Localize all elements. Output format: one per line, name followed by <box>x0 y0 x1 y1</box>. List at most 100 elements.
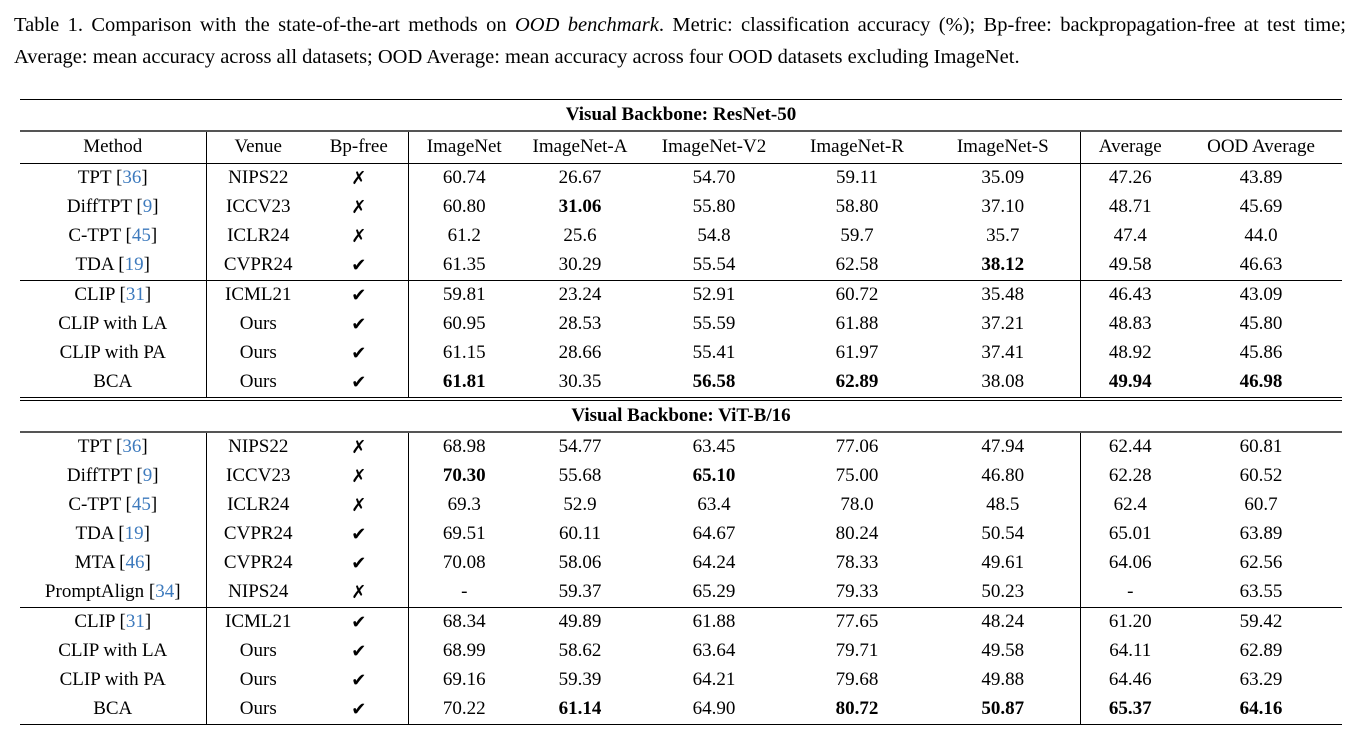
table-row: CLIP with LA Ours ✔ 60.95 28.53 55.59 61.88 37.… <box>20 309 1342 339</box>
check-icon: ✔ <box>310 279 409 310</box>
table-caption: Table 1. Comparison with the state-of-th… <box>14 10 1346 74</box>
cite-link[interactable]: 36 <box>122 167 142 189</box>
method-cell: MTA [46] <box>20 548 207 578</box>
value-cell: 55.41 <box>692 342 736 364</box>
value-cell: 79.71 <box>835 640 879 662</box>
cite-link[interactable]: 34 <box>155 581 175 603</box>
check-icon: ✔ <box>310 250 409 281</box>
column-header: OOD Average <box>1180 130 1342 164</box>
value-cell: 35.48 <box>926 279 1081 310</box>
table-row: BCA Ours ✔ 70.22 61.14 64.90 80.72 50.87 65.37 64… <box>20 694 1342 725</box>
value-cell: 61.2 <box>447 225 481 247</box>
value-cell: 63.64 <box>692 640 736 662</box>
method-cell: CLIP [31] <box>20 606 207 637</box>
venue-cell: ICLR24 <box>227 225 290 247</box>
venue-cell: Ours <box>239 640 277 662</box>
value-cell: 65.10 <box>692 465 736 487</box>
cite-link[interactable]: 36 <box>122 436 142 458</box>
cite-link[interactable]: 9 <box>142 196 153 218</box>
value-cell: 58.62 <box>558 640 602 662</box>
value-cell: 47.26 <box>1108 167 1152 189</box>
value-cell: 64.46 <box>1108 669 1152 691</box>
venue-cell: ICML21 <box>206 606 310 637</box>
value-cell: 63.29 <box>1239 669 1283 691</box>
value-cell: 46.43 <box>1080 279 1180 310</box>
value-cell: 52.91 <box>640 279 788 310</box>
table-row: TPT [36] NIPS22 ✗ 68.98 54.77 63.45 77.06 47.94… <box>20 431 1342 462</box>
value-cell: 78.0 <box>840 494 874 516</box>
method-name: C-TPT <box>68 225 121 247</box>
value-cell: 65.01 <box>1108 523 1152 545</box>
cross-icon: ✗ <box>310 163 409 193</box>
value-cell: 47.94 <box>926 431 1081 462</box>
method-name: CLIP with LA <box>58 313 168 335</box>
method-name: MTA <box>74 552 115 574</box>
table-row: C-TPT [45] ICLR24 ✗ 69.3 52.9 63.4 78.0 48.5 62.… <box>20 490 1342 520</box>
cite-link[interactable]: 45 <box>131 225 151 247</box>
value-cell: 35.09 <box>926 163 1081 193</box>
value-cell: 60.72 <box>788 279 926 310</box>
value-cell: 62.89 <box>1239 640 1283 662</box>
value-cell: 65.37 <box>1108 698 1152 720</box>
cite-link[interactable]: 31 <box>125 284 145 306</box>
cite-link[interactable]: 19 <box>124 254 144 276</box>
value-cell: 56.58 <box>692 371 736 393</box>
cite-link[interactable]: 45 <box>131 494 151 516</box>
column-header: ImageNet <box>408 130 520 164</box>
method-name: TDA <box>75 254 114 276</box>
value-cell: 65.29 <box>692 581 736 603</box>
value-cell: 80.24 <box>835 523 879 545</box>
value-cell: 62.28 <box>1108 465 1152 487</box>
value-cell: 61.14 <box>558 698 602 720</box>
value-cell: 50.87 <box>926 694 1081 725</box>
method-cell: CLIP with LA <box>20 636 207 666</box>
cross-icon: ✗ <box>310 221 409 251</box>
method-cell: CLIP with LA <box>20 309 207 339</box>
cite-link[interactable]: 46 <box>125 552 145 574</box>
check-icon: ✔ <box>310 309 409 339</box>
column-header: Method <box>20 130 207 164</box>
value-cell: 30.35 <box>558 371 602 393</box>
table-row: TDA [19] CVPR24 ✔ 69.51 60.11 64.67 80.24 50.54… <box>20 519 1342 549</box>
value-cell: 77.65 <box>788 606 926 637</box>
value-cell: 63.89 <box>1239 523 1283 545</box>
value-cell: 62.58 <box>835 254 879 276</box>
value-cell: 61.20 <box>1080 606 1180 637</box>
table-row: MTA [46] CVPR24 ✔ 70.08 58.06 64.24 78.33 49.61… <box>20 548 1342 578</box>
check-icon: ✔ <box>310 606 409 637</box>
value-cell: 55.59 <box>692 313 736 335</box>
value-cell: 48.5 <box>926 490 1081 520</box>
value-cell: 46.80 <box>926 461 1081 491</box>
value-cell: 60.74 <box>442 167 486 189</box>
value-cell: 30.29 <box>558 254 602 276</box>
section-title: Visual Backbone: ViT-B/16 <box>20 396 1342 433</box>
cite-link[interactable]: 9 <box>142 465 153 487</box>
value-cell: 64.21 <box>692 669 736 691</box>
method-cell: PromptAlign [34] <box>20 577 207 608</box>
method-cell: CLIP with PA <box>20 338 207 368</box>
value-cell: 50.23 <box>926 577 1081 608</box>
value-cell: 45.86 <box>1239 342 1283 364</box>
value-cell: 77.06 <box>835 436 879 458</box>
method-name: BCA <box>93 698 133 720</box>
cite-link[interactable]: 31 <box>125 611 145 633</box>
value-cell: 25.6 <box>563 225 597 247</box>
table-row: DiffTPT [9] ICCV23 ✗ 60.80 31.06 55.80 58.80 37… <box>20 192 1342 222</box>
method-name: CLIP <box>74 611 115 633</box>
method-cell: DiffTPT [9] <box>20 461 207 491</box>
value-cell: 37.10 <box>926 192 1081 222</box>
value-cell: 60.81 <box>1239 436 1283 458</box>
cite-link[interactable]: 19 <box>124 523 144 545</box>
value-cell: 64.90 <box>692 698 736 720</box>
value-cell: 58.06 <box>558 552 602 574</box>
caption-text-end: . Metric: classification accuracy (%); B… <box>14 14 1346 68</box>
value-cell: 64.24 <box>692 552 736 574</box>
value-cell: 46.63 <box>1239 254 1283 276</box>
value-cell: 69.16 <box>442 669 486 691</box>
value-cell: 79.33 <box>835 581 879 603</box>
value-cell: 54.8 <box>697 225 731 247</box>
value-cell: 38.12 <box>926 250 1081 281</box>
value-cell: 59.81 <box>408 279 520 310</box>
value-cell: 60.95 <box>442 313 486 335</box>
method-name: DiffTPT <box>66 465 132 487</box>
